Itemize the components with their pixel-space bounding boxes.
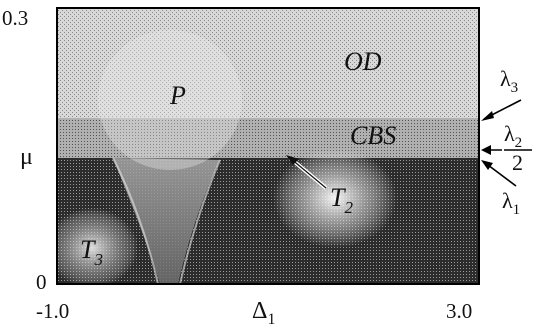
region-p-label: P [169,81,186,110]
p-region [98,30,242,170]
region-t2-label: T2 [330,183,353,217]
lambda2-marker: λ2 2 [481,121,532,175]
valley-edge-left [112,157,159,284]
lambda2-denominator: 2 [512,150,523,175]
lambda2-numerator: λ2 [504,121,522,151]
region-cbs-label: CBS [350,121,396,150]
lambda1-marker: λ1 [481,160,520,218]
p-valley [113,158,220,284]
lambda3-label: λ3 [500,66,518,96]
lambda1-label: λ1 [502,188,520,218]
region-t3-label: T3 [80,235,103,269]
lambda3-marker: λ3 [481,66,522,121]
y-axis-label: μ [20,144,33,170]
x-tick-right: 3.0 [446,299,472,323]
plot-frame [56,7,480,285]
region-od-label: OD [344,47,382,76]
t2-region [273,148,397,248]
y-tick-bottom: 0 [36,270,47,294]
x-axis-label: Δ1 [252,298,275,328]
t3-region [57,208,138,284]
cbs-band [57,118,479,160]
t2-arrow [286,155,328,190]
upper-region [57,8,479,120]
valley-edge-right [179,159,221,284]
x-tick-left: -1.0 [36,299,69,323]
y-tick-top: 0.3 [2,6,28,30]
